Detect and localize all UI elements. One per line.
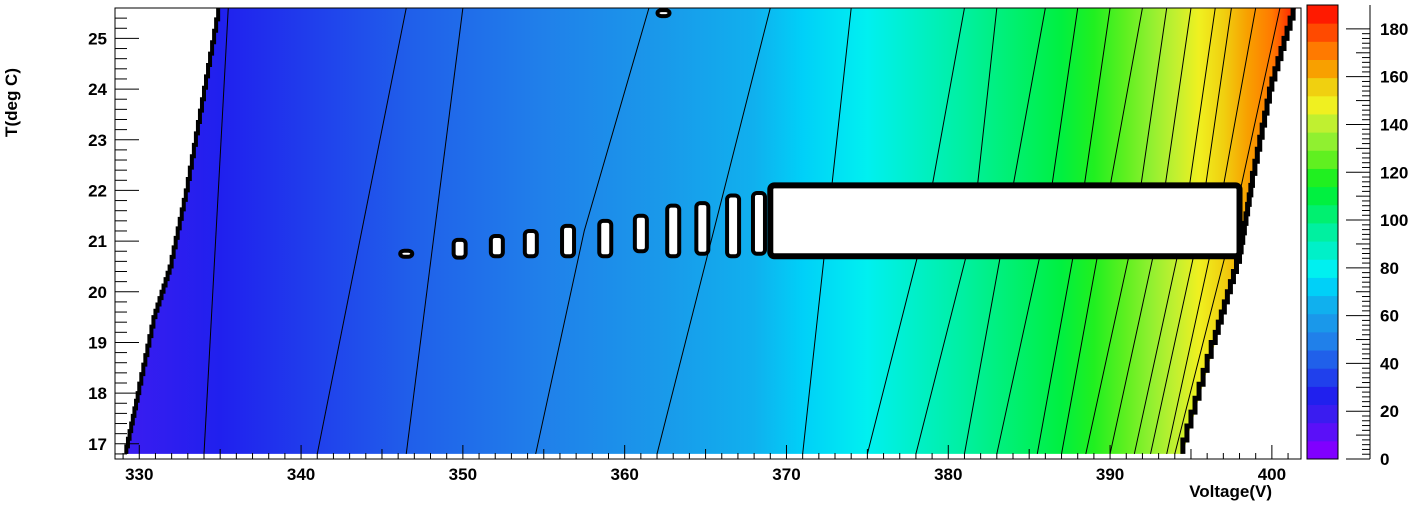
palette-band bbox=[1307, 350, 1338, 369]
x-tick-label: 340 bbox=[287, 465, 315, 484]
palette-frame bbox=[1306, 4, 1339, 460]
palette-tick-label: 180 bbox=[1380, 20, 1408, 39]
palette-band bbox=[1307, 404, 1338, 424]
no-data-island bbox=[632, 213, 649, 254]
palette-tick-label: 20 bbox=[1380, 402, 1399, 421]
no-data-island bbox=[597, 218, 614, 259]
right-edge-boundary bbox=[1180, 8, 1296, 454]
x-tick-label: 360 bbox=[610, 465, 638, 484]
no-data-island bbox=[488, 234, 505, 259]
plot-content bbox=[124, 8, 1297, 455]
y-tick-label: 24 bbox=[88, 80, 107, 99]
palette-tick-label: 100 bbox=[1380, 211, 1408, 230]
x-axis-title: Voltage(V) bbox=[1189, 482, 1272, 501]
palette-tick-label: 80 bbox=[1380, 259, 1399, 278]
palette-tick-label: 0 bbox=[1380, 450, 1389, 469]
no-data-island bbox=[560, 223, 577, 259]
x-tick-label: 370 bbox=[772, 465, 800, 484]
plot-area bbox=[114, 7, 1302, 460]
palette-band bbox=[1307, 368, 1338, 387]
palette-band bbox=[1307, 23, 1338, 42]
palette-tick-label: 40 bbox=[1380, 354, 1399, 373]
no-data-island bbox=[694, 201, 711, 256]
palette-band bbox=[1307, 204, 1338, 224]
palette-tick-label: 160 bbox=[1380, 68, 1408, 87]
palette-band bbox=[1307, 77, 1338, 97]
no-data-island bbox=[750, 190, 767, 256]
contour-line-40 bbox=[535, 8, 650, 455]
no-data-band bbox=[767, 182, 1243, 260]
y-tick-label: 23 bbox=[88, 131, 107, 150]
contour-line-10 bbox=[203, 8, 229, 454]
no-data-island bbox=[522, 228, 539, 259]
x-tick-label: 390 bbox=[1096, 465, 1124, 484]
palette-band bbox=[1307, 295, 1338, 315]
x-tick-label: 380 bbox=[934, 465, 962, 484]
palette-band bbox=[1307, 241, 1338, 260]
palette-band bbox=[1307, 132, 1338, 151]
y-tick-label: 20 bbox=[88, 283, 107, 302]
palette-band bbox=[1307, 440, 1338, 460]
palette-band bbox=[1307, 386, 1338, 406]
y-tick-label: 19 bbox=[88, 333, 107, 352]
palette-tick-label: 140 bbox=[1380, 115, 1408, 134]
contour-field bbox=[126, 8, 1297, 454]
y-axis-title: T(deg C) bbox=[2, 68, 21, 137]
palette-band bbox=[1307, 150, 1338, 169]
palette-band bbox=[1307, 5, 1338, 24]
x-tick-label: 330 bbox=[125, 465, 153, 484]
palette-band bbox=[1307, 222, 1338, 242]
palette-band bbox=[1307, 168, 1338, 188]
no-data-island bbox=[451, 237, 468, 260]
palette-band bbox=[1307, 422, 1338, 442]
left-edge-boundary bbox=[124, 8, 221, 454]
palette-band bbox=[1307, 95, 1338, 115]
y-axis: 17 18 19 20 21 22 23 24 25 bbox=[88, 7, 139, 455]
palette-band bbox=[1307, 313, 1338, 333]
contour-line-50 bbox=[656, 8, 771, 455]
y-tick-label: 21 bbox=[88, 232, 107, 251]
palette-tick-label: 60 bbox=[1380, 307, 1399, 326]
y-tick-label: 17 bbox=[88, 435, 107, 454]
no-data-island bbox=[665, 203, 682, 259]
no-data-island bbox=[655, 8, 672, 19]
y-tick-label: 25 bbox=[88, 29, 107, 48]
x-axis: 330 340 350 360 370 380 390 400 bbox=[122, 445, 1289, 484]
contour-line-30 bbox=[405, 8, 464, 454]
contour-line-20 bbox=[316, 8, 407, 455]
no-data-island bbox=[398, 248, 415, 259]
y-tick-label: 22 bbox=[88, 181, 107, 200]
palette-tick-label: 120 bbox=[1380, 163, 1408, 182]
y-tick-label: 18 bbox=[88, 384, 107, 403]
plot-frame bbox=[114, 7, 1302, 460]
palette-band bbox=[1307, 113, 1338, 133]
palette-band bbox=[1307, 59, 1338, 79]
x-tick-label: 400 bbox=[1258, 465, 1286, 484]
palette-band bbox=[1307, 277, 1338, 297]
color-palette: 0 20 40 60 80 100 120 140 160 180 bbox=[1306, 4, 1408, 469]
palette-band bbox=[1307, 41, 1338, 60]
x-tick-label: 350 bbox=[449, 465, 477, 484]
no-data-island bbox=[725, 193, 742, 259]
palette-band bbox=[1307, 259, 1338, 278]
palette-band bbox=[1307, 186, 1338, 206]
palette-band bbox=[1307, 331, 1338, 351]
